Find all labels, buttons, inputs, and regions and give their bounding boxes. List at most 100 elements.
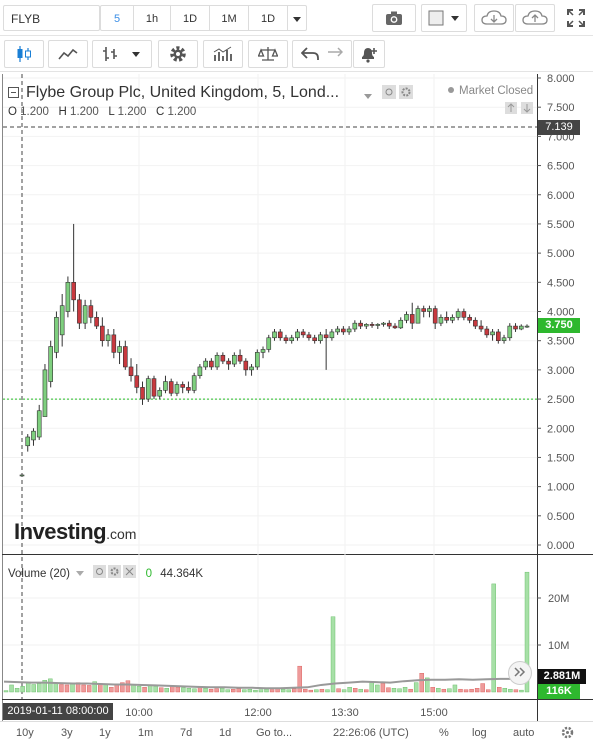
volume-bar	[430, 687, 435, 693]
candle-body	[77, 299, 82, 324]
candle-body	[82, 305, 88, 324]
status-dot-icon	[448, 87, 454, 93]
candle-body	[398, 319, 404, 329]
compare-scale-button[interactable]	[248, 40, 288, 68]
visibility-icon[interactable]	[382, 85, 396, 102]
volume-caret-icon[interactable]	[76, 571, 85, 576]
range-1d[interactable]: 1d	[219, 727, 232, 739]
candle-body	[128, 366, 134, 377]
volume-bar	[20, 686, 25, 693]
range-3y[interactable]: 3y	[61, 727, 73, 739]
candle-body	[209, 360, 214, 368]
volume-bar	[402, 687, 408, 693]
candle-body	[404, 314, 409, 321]
candles-style-button[interactable]	[4, 40, 44, 68]
volume-bar	[181, 687, 186, 693]
color-picker-button[interactable]	[421, 4, 467, 32]
volume-bar	[364, 689, 369, 693]
candle-body	[100, 325, 105, 341]
volume-controls-icon[interactable]	[93, 565, 137, 579]
cloud-download-button[interactable]	[474, 4, 514, 32]
volume-bar	[447, 688, 452, 693]
auto-toggle[interactable]: auto	[513, 727, 535, 739]
volume-bar	[491, 583, 496, 693]
range-1y[interactable]: 1y	[99, 727, 111, 739]
candle-body	[203, 360, 208, 368]
volume-tick-label: 10M	[548, 640, 569, 652]
volume-bar	[330, 616, 336, 693]
collapse-legend-icon[interactable]	[8, 87, 19, 101]
candle-body	[186, 387, 191, 391]
interval-1d-alt[interactable]: 1D	[248, 5, 288, 31]
alerts-button[interactable]	[353, 40, 385, 68]
volume-bar	[352, 688, 358, 693]
interval-1d[interactable]: 1D	[170, 5, 210, 31]
volume-bar	[502, 688, 508, 693]
bottom-settings-icon[interactable]	[561, 726, 574, 742]
cloud-download-icon	[481, 10, 507, 25]
interval-1m[interactable]: 1M	[209, 5, 249, 31]
percent-toggle[interactable]: %	[439, 727, 449, 739]
clock: 22:26:06 (UTC)	[333, 727, 409, 739]
candle-body	[122, 346, 128, 368]
indicator-line-button[interactable]	[48, 40, 88, 68]
volume-bar	[441, 688, 447, 693]
goto-button[interactable]: Go to...	[256, 727, 293, 739]
range-1m[interactable]: 1m	[138, 727, 154, 739]
volume-bar	[497, 687, 502, 693]
settings-button[interactable]	[158, 40, 198, 68]
candle-body	[59, 305, 65, 336]
fullscreen-button[interactable]	[562, 4, 590, 32]
time-tick-label: 13:30	[331, 707, 359, 719]
candle-body	[163, 381, 168, 391]
price-tick-label: 3.000	[547, 365, 575, 377]
volume-bar	[242, 689, 247, 693]
cloud-upload-button[interactable]	[515, 4, 555, 32]
candle-body	[237, 354, 243, 362]
candle-body	[358, 322, 363, 327]
candle-body	[501, 337, 507, 341]
volume-last-label: 116K	[538, 684, 580, 699]
compare-button[interactable]	[92, 40, 152, 68]
scroll-down-icon[interactable]	[521, 102, 533, 117]
title-caret-icon[interactable]	[364, 90, 372, 102]
top-toolbar: FLYB 5 1h 1D 1M 1D	[0, 0, 593, 36]
undo-icon[interactable]	[301, 47, 319, 61]
redo-icon[interactable]	[327, 47, 343, 61]
scroll-up-icon[interactable]	[505, 102, 517, 117]
legend-settings-icon[interactable]	[399, 85, 413, 102]
price-tick-label: 8.000	[547, 73, 575, 85]
candle-body	[168, 381, 174, 394]
interval-dropdown[interactable]	[287, 5, 307, 31]
volume-bar	[14, 688, 20, 693]
candles-icon	[17, 46, 31, 62]
volume-bar	[386, 687, 391, 693]
volume-bar	[147, 685, 153, 693]
interval-1h[interactable]: 1h	[133, 5, 171, 31]
volume-bar	[192, 688, 197, 693]
volume-bar	[164, 688, 169, 693]
indicators-button[interactable]	[203, 40, 243, 68]
symbol-input[interactable]: FLYB	[3, 5, 100, 31]
time-axis: 10:00 12:00 13:30 15:00	[125, 707, 448, 719]
log-toggle[interactable]: log	[472, 727, 487, 739]
candle-body	[71, 282, 76, 301]
candle-body	[36, 410, 42, 438]
snapshot-button[interactable]	[372, 4, 416, 32]
undo-redo-group	[292, 40, 352, 68]
candle-body	[375, 324, 381, 326]
scroll-to-realtime-button[interactable]	[508, 661, 532, 685]
range-7d[interactable]: 7d	[180, 727, 193, 739]
price-tick-label: 2.000	[547, 423, 575, 435]
price-tick-label: 6.500	[547, 161, 575, 173]
volume-legend: Volume (20) 0 44.364K	[8, 565, 203, 580]
last-price-label: 3.750	[538, 318, 580, 333]
volume-axis: 20M 10M	[537, 593, 569, 652]
range-10y[interactable]: 10y	[16, 727, 34, 739]
volume-bar	[413, 682, 419, 693]
price-tick-label: 2.500	[547, 394, 575, 406]
volume-bar	[486, 689, 491, 693]
volume-bar	[158, 687, 164, 693]
price-tick-label: 7.500	[547, 102, 575, 114]
